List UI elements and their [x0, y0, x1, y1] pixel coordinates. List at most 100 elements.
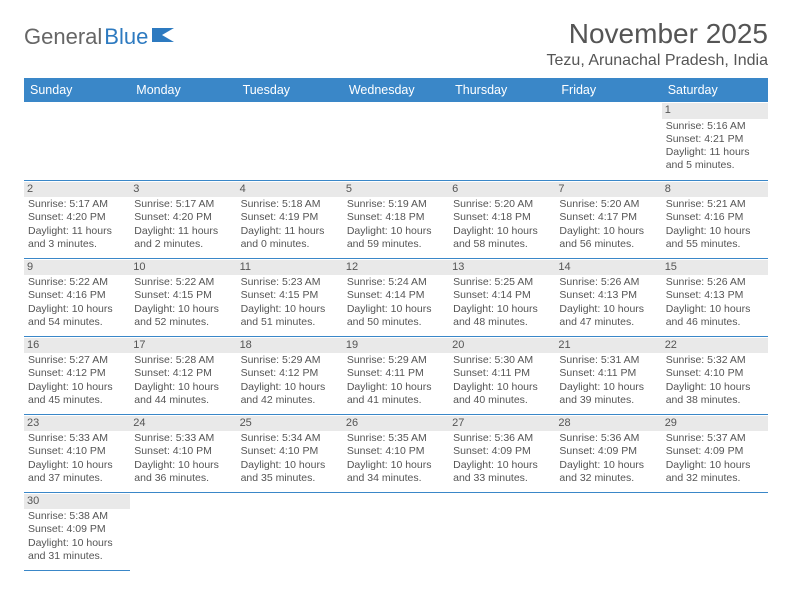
- weekday-header: Friday: [555, 78, 661, 102]
- calendar-day-cell: [555, 492, 661, 570]
- calendar-day-cell: 14Sunrise: 5:26 AMSunset: 4:13 PMDayligh…: [555, 258, 661, 336]
- logo-text-blue: Blue: [104, 24, 148, 50]
- daylight-text: Daylight: 10 hours and 58 minutes.: [453, 225, 551, 251]
- daylight-text: Daylight: 10 hours and 41 minutes.: [347, 381, 445, 407]
- sunset-text: Sunset: 4:19 PM: [241, 211, 339, 224]
- sunset-text: Sunset: 4:12 PM: [134, 367, 232, 380]
- weekday-header: Tuesday: [237, 78, 343, 102]
- sunset-text: Sunset: 4:10 PM: [134, 445, 232, 458]
- calendar-week-row: 30Sunrise: 5:38 AMSunset: 4:09 PMDayligh…: [24, 492, 768, 570]
- sunset-text: Sunset: 4:09 PM: [666, 445, 764, 458]
- location: Tezu, Arunachal Pradesh, India: [547, 52, 768, 70]
- sunrise-text: Sunrise: 5:22 AM: [28, 276, 126, 289]
- sunset-text: Sunset: 4:15 PM: [134, 289, 232, 302]
- sunset-text: Sunset: 4:10 PM: [28, 445, 126, 458]
- daylight-text: Daylight: 10 hours and 50 minutes.: [347, 303, 445, 329]
- calendar-day-cell: 25Sunrise: 5:34 AMSunset: 4:10 PMDayligh…: [237, 414, 343, 492]
- day-number: 9: [24, 260, 130, 276]
- weekday-header: Sunday: [24, 78, 130, 102]
- calendar-day-cell: [24, 102, 130, 180]
- sunrise-text: Sunrise: 5:35 AM: [347, 432, 445, 445]
- calendar-day-cell: [130, 492, 236, 570]
- day-number: 26: [343, 416, 449, 432]
- sunset-text: Sunset: 4:09 PM: [559, 445, 657, 458]
- calendar-day-cell: [237, 102, 343, 180]
- calendar-day-cell: [449, 492, 555, 570]
- weekday-header-row: Sunday Monday Tuesday Wednesday Thursday…: [24, 78, 768, 102]
- daylight-text: Daylight: 10 hours and 56 minutes.: [559, 225, 657, 251]
- sunset-text: Sunset: 4:20 PM: [134, 211, 232, 224]
- day-number: 1: [662, 103, 768, 119]
- calendar-table: Sunday Monday Tuesday Wednesday Thursday…: [24, 78, 768, 571]
- flag-icon: [152, 24, 178, 50]
- calendar-day-cell: 18Sunrise: 5:29 AMSunset: 4:12 PMDayligh…: [237, 336, 343, 414]
- daylight-text: Daylight: 10 hours and 55 minutes.: [666, 225, 764, 251]
- day-number: 25: [237, 416, 343, 432]
- sunrise-text: Sunrise: 5:27 AM: [28, 354, 126, 367]
- day-number: 17: [130, 338, 236, 354]
- day-number: 7: [555, 182, 661, 198]
- sunset-text: Sunset: 4:10 PM: [347, 445, 445, 458]
- sunset-text: Sunset: 4:16 PM: [28, 289, 126, 302]
- day-number: 18: [237, 338, 343, 354]
- day-number: 19: [343, 338, 449, 354]
- daylight-text: Daylight: 10 hours and 45 minutes.: [28, 381, 126, 407]
- header: GeneralBlue November 2025 Tezu, Arunacha…: [24, 18, 768, 70]
- sunset-text: Sunset: 4:10 PM: [666, 367, 764, 380]
- calendar-day-cell: [662, 492, 768, 570]
- sunset-text: Sunset: 4:17 PM: [559, 211, 657, 224]
- calendar-day-cell: 4Sunrise: 5:18 AMSunset: 4:19 PMDaylight…: [237, 180, 343, 258]
- sunrise-text: Sunrise: 5:36 AM: [453, 432, 551, 445]
- day-number: 11: [237, 260, 343, 276]
- calendar-day-cell: [237, 492, 343, 570]
- sunrise-text: Sunrise: 5:29 AM: [241, 354, 339, 367]
- sunrise-text: Sunrise: 5:33 AM: [134, 432, 232, 445]
- sunset-text: Sunset: 4:10 PM: [241, 445, 339, 458]
- calendar-week-row: 23Sunrise: 5:33 AMSunset: 4:10 PMDayligh…: [24, 414, 768, 492]
- daylight-text: Daylight: 10 hours and 40 minutes.: [453, 381, 551, 407]
- sunrise-text: Sunrise: 5:26 AM: [559, 276, 657, 289]
- sunrise-text: Sunrise: 5:38 AM: [28, 510, 126, 523]
- day-number: 30: [24, 494, 130, 510]
- day-number: 23: [24, 416, 130, 432]
- calendar-day-cell: 28Sunrise: 5:36 AMSunset: 4:09 PMDayligh…: [555, 414, 661, 492]
- sunrise-text: Sunrise: 5:18 AM: [241, 198, 339, 211]
- day-number: 8: [662, 182, 768, 198]
- sunset-text: Sunset: 4:15 PM: [241, 289, 339, 302]
- calendar-day-cell: [449, 102, 555, 180]
- sunrise-text: Sunrise: 5:17 AM: [28, 198, 126, 211]
- calendar-week-row: 1Sunrise: 5:16 AMSunset: 4:21 PMDaylight…: [24, 102, 768, 180]
- sunset-text: Sunset: 4:21 PM: [666, 133, 764, 146]
- calendar-day-cell: 22Sunrise: 5:32 AMSunset: 4:10 PMDayligh…: [662, 336, 768, 414]
- calendar-day-cell: 17Sunrise: 5:28 AMSunset: 4:12 PMDayligh…: [130, 336, 236, 414]
- calendar-day-cell: 8Sunrise: 5:21 AMSunset: 4:16 PMDaylight…: [662, 180, 768, 258]
- title-block: November 2025 Tezu, Arunachal Pradesh, I…: [547, 18, 768, 70]
- daylight-text: Daylight: 11 hours and 5 minutes.: [666, 146, 764, 172]
- sunrise-text: Sunrise: 5:23 AM: [241, 276, 339, 289]
- calendar-day-cell: [555, 102, 661, 180]
- calendar-day-cell: 11Sunrise: 5:23 AMSunset: 4:15 PMDayligh…: [237, 258, 343, 336]
- sunset-text: Sunset: 4:18 PM: [453, 211, 551, 224]
- sunset-text: Sunset: 4:13 PM: [666, 289, 764, 302]
- sunset-text: Sunset: 4:14 PM: [347, 289, 445, 302]
- sunrise-text: Sunrise: 5:31 AM: [559, 354, 657, 367]
- calendar-day-cell: 16Sunrise: 5:27 AMSunset: 4:12 PMDayligh…: [24, 336, 130, 414]
- daylight-text: Daylight: 10 hours and 39 minutes.: [559, 381, 657, 407]
- sunrise-text: Sunrise: 5:37 AM: [666, 432, 764, 445]
- calendar-day-cell: 12Sunrise: 5:24 AMSunset: 4:14 PMDayligh…: [343, 258, 449, 336]
- calendar-day-cell: 15Sunrise: 5:26 AMSunset: 4:13 PMDayligh…: [662, 258, 768, 336]
- calendar-day-cell: 26Sunrise: 5:35 AMSunset: 4:10 PMDayligh…: [343, 414, 449, 492]
- sunset-text: Sunset: 4:20 PM: [28, 211, 126, 224]
- sunset-text: Sunset: 4:13 PM: [559, 289, 657, 302]
- daylight-text: Daylight: 10 hours and 31 minutes.: [28, 537, 126, 563]
- calendar-day-cell: 24Sunrise: 5:33 AMSunset: 4:10 PMDayligh…: [130, 414, 236, 492]
- sunset-text: Sunset: 4:09 PM: [453, 445, 551, 458]
- daylight-text: Daylight: 10 hours and 52 minutes.: [134, 303, 232, 329]
- calendar-day-cell: 29Sunrise: 5:37 AMSunset: 4:09 PMDayligh…: [662, 414, 768, 492]
- sunset-text: Sunset: 4:12 PM: [28, 367, 126, 380]
- daylight-text: Daylight: 10 hours and 47 minutes.: [559, 303, 657, 329]
- sunrise-text: Sunrise: 5:28 AM: [134, 354, 232, 367]
- daylight-text: Daylight: 10 hours and 38 minutes.: [666, 381, 764, 407]
- calendar-week-row: 2Sunrise: 5:17 AMSunset: 4:20 PMDaylight…: [24, 180, 768, 258]
- day-number: 5: [343, 182, 449, 198]
